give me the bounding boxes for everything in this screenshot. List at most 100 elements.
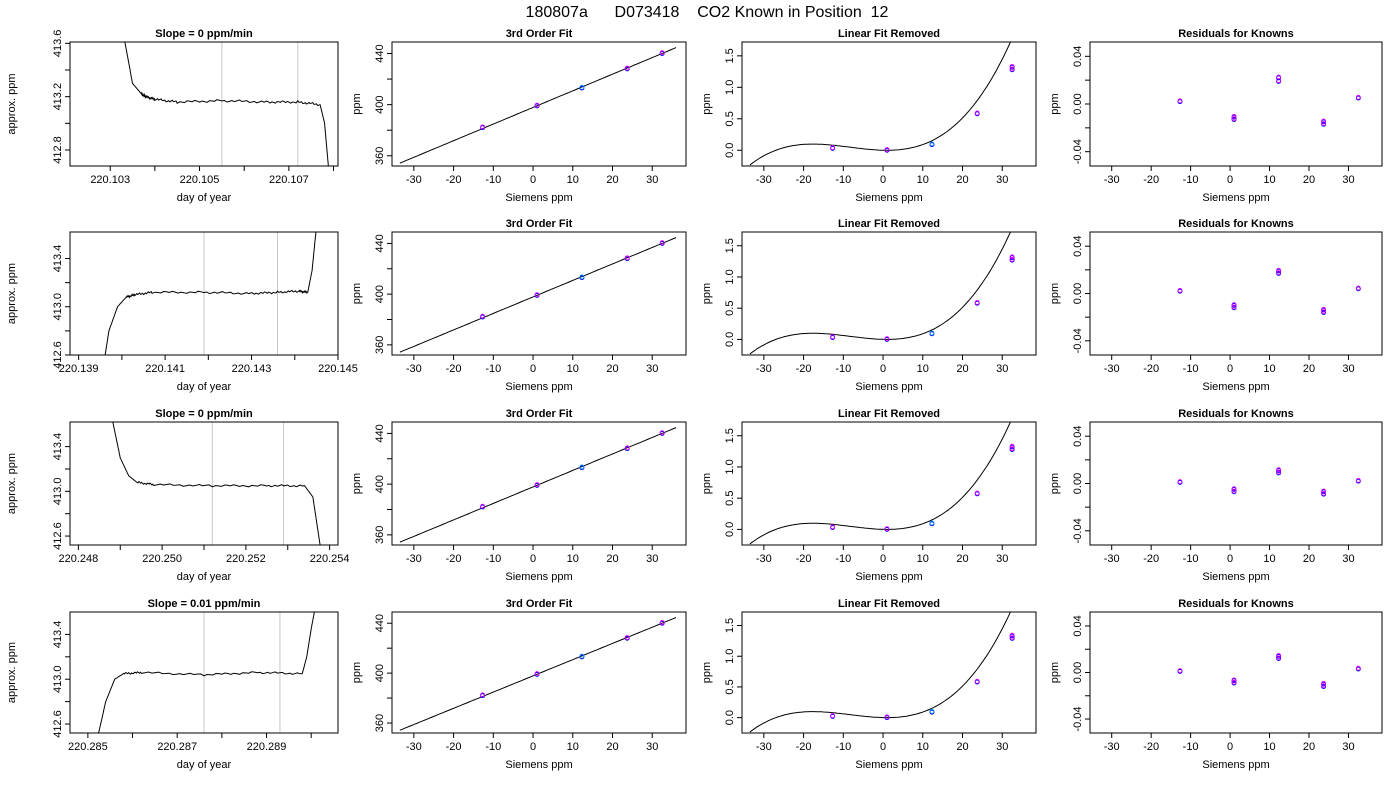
x-tick-label: -30	[1104, 363, 1120, 375]
data-point-overlay	[1355, 477, 1361, 483]
figure-title: 180807a D073418 CO2 Known in Position 12	[526, 4, 889, 21]
data-point-overlay	[579, 274, 585, 280]
panel-6: 3rd Order Fit -30 -20 -10 0 10 20 30 360 400 440 Si…	[351, 218, 687, 393]
data-point-overlay	[1231, 113, 1237, 119]
y-tick-label: 0.0	[724, 710, 736, 725]
x-tick-label: 0	[530, 741, 536, 753]
x-tick-label: 30	[1342, 363, 1354, 375]
y-axis-label: ppm	[351, 283, 363, 304]
trace-line	[124, 42, 329, 166]
x-tick-label: 220.252	[226, 553, 266, 565]
x-tick-label: 20	[606, 363, 618, 375]
y-tick-label: 0.00	[1072, 93, 1084, 114]
panel-title: Linear Fit Removed	[838, 408, 940, 420]
data-point-overlay	[1321, 121, 1326, 126]
data-point-overlay	[929, 708, 935, 714]
x-tick-label: -30	[406, 174, 422, 186]
plot-area	[1177, 467, 1361, 497]
y-tick-label: 413.4	[52, 245, 64, 273]
x-tick-label: -10	[485, 553, 501, 565]
x-tick-label: 0	[530, 363, 536, 375]
plot-frame	[69, 231, 339, 356]
panel-8: 3rd Order Fit -30 -20 -10 0 10 20 30 360 400 440 Si…	[351, 598, 687, 771]
x-tick-label: 20	[1303, 741, 1315, 753]
x-tick-label: 30	[646, 363, 658, 375]
plot-area	[399, 617, 677, 731]
y-tick-label: 0.04	[1072, 235, 1084, 256]
x-tick-label: -10	[485, 174, 501, 186]
x-tick-label: 30	[1342, 553, 1354, 565]
chart-panels: Slope = 0 ppm/min 220.103 220.105 220.107 41…	[6, 28, 1383, 771]
x-tick-label: 30	[996, 741, 1008, 753]
x-axis-label: Siemens ppm	[1202, 571, 1269, 583]
y-axis-label: ppm	[1049, 93, 1061, 114]
data-point-overlay	[1177, 479, 1183, 484]
plot-area	[399, 427, 677, 543]
x-axis-label: Siemens ppm	[505, 192, 572, 204]
plot-area	[399, 47, 677, 164]
y-tick-label: 1.5	[724, 48, 736, 63]
plot-area	[1177, 653, 1361, 689]
panel-title: 3rd Order Fit	[506, 28, 573, 40]
x-tick-label: 220.141	[145, 363, 185, 375]
x-tick-label: 0	[880, 741, 886, 753]
panel-title: 3rd Order Fit	[506, 408, 573, 420]
fit-line	[399, 427, 677, 543]
x-tick-label: -30	[756, 553, 772, 565]
x-tick-label: -10	[1183, 553, 1199, 565]
x-axis-label: Siemens ppm	[855, 759, 922, 771]
data-point-overlay	[1321, 309, 1326, 315]
data-point-overlay	[884, 336, 890, 341]
x-tick-label: -10	[835, 553, 851, 565]
y-tick-label: 440	[374, 614, 386, 632]
x-tick-label: 10	[1263, 553, 1275, 565]
data-point-overlay	[1231, 488, 1237, 494]
x-tick-label: 20	[1303, 363, 1315, 375]
y-axis-label: approx. ppm	[6, 642, 18, 703]
fit-line	[399, 617, 677, 731]
y-axis-label: approx. ppm	[6, 453, 18, 514]
y-tick-label: 400	[374, 95, 386, 113]
data-point-overlay	[830, 145, 835, 150]
panel-title: Residuals for Knowns	[1178, 598, 1294, 610]
x-tick-label: -10	[485, 741, 501, 753]
data-point-overlay	[1231, 304, 1237, 310]
x-tick-label: -10	[835, 174, 851, 186]
y-tick-label: 440	[374, 234, 386, 252]
panel-11: Linear Fit Removed -30 -20 -10 0 10 20 30 0.0 0.5…	[701, 408, 1037, 583]
plot-area	[399, 237, 677, 353]
data-point-overlay	[579, 464, 585, 470]
x-tick-label: -30	[1104, 741, 1120, 753]
y-axis-label: ppm	[351, 93, 363, 114]
plot-area	[104, 232, 317, 355]
y-tick-label: 0.5	[724, 111, 736, 126]
y-tick-label: 0.04	[1072, 425, 1084, 446]
data-point-overlay	[1009, 254, 1015, 260]
x-tick-label: 10	[567, 741, 579, 753]
plot-frame	[1089, 421, 1383, 546]
panel-1: Slope = 0 ppm/min 220.103 220.105 220.107 41…	[6, 28, 339, 204]
data-point-overlay	[624, 65, 630, 71]
data-point-overlay	[1276, 467, 1282, 473]
panel-4: Slope = 0.01 ppm/min 220.285 220.287 220.28…	[6, 598, 339, 771]
x-tick-label: 220.139	[59, 363, 99, 375]
panel-title: Linear Fit Removed	[838, 598, 940, 610]
x-axis-label: day of year	[177, 759, 232, 771]
x-tick-label: 220.248	[58, 553, 98, 565]
x-axis-label: Siemens ppm	[1202, 192, 1269, 204]
plot-frame	[1089, 611, 1383, 734]
y-tick-label: 0.5	[724, 491, 736, 506]
x-tick-label: 20	[1303, 174, 1315, 186]
x-tick-label: 20	[606, 741, 618, 753]
data-point-overlay	[974, 678, 980, 684]
y-tick-label: -0.04	[1072, 706, 1084, 731]
data-point-overlay	[480, 503, 485, 509]
x-tick-label: 20	[956, 553, 968, 565]
data-point-overlay	[1355, 665, 1361, 671]
y-tick-label: 0.00	[1072, 283, 1084, 304]
x-axis-label: Siemens ppm	[855, 571, 922, 583]
y-tick-label: 440	[374, 44, 386, 62]
panel-title: Slope = 0.01 ppm/min	[148, 598, 261, 610]
data-point-overlay	[884, 526, 890, 531]
data-point-overlay	[534, 671, 540, 676]
